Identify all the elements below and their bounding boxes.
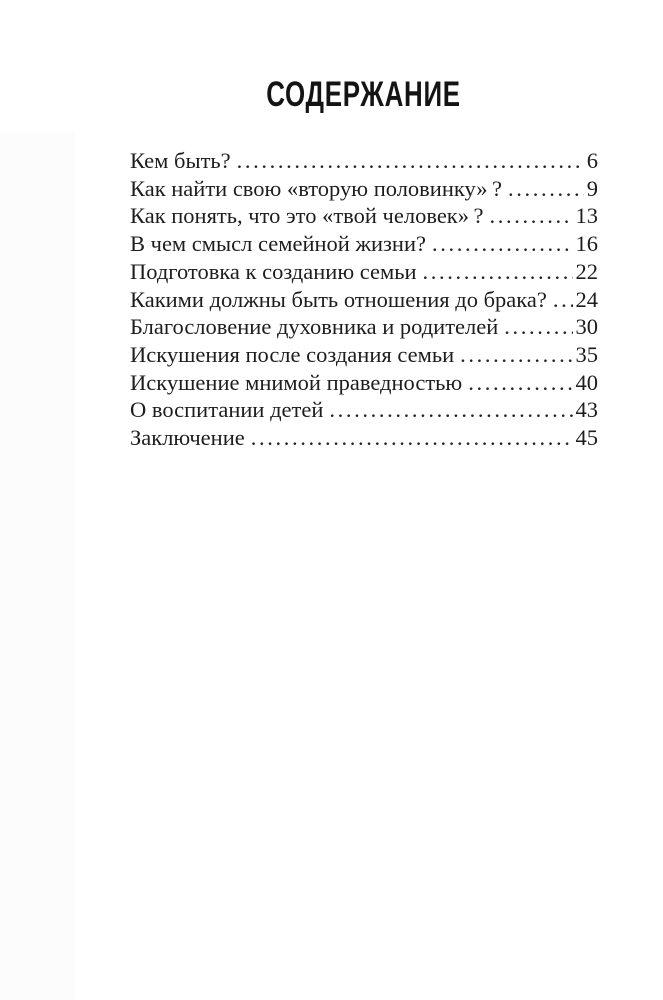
contents-title-wrap: СОДЕРЖАНИЕ (130, 76, 597, 114)
dot-leader (508, 175, 584, 203)
toc-entry-page-number: 22 (575, 258, 599, 284)
toc-entry: Какими должны быть отношения до брака? 2… (130, 286, 598, 314)
table-of-contents: Кем быть? 6 Как найти свою «вторую полов… (130, 147, 598, 452)
toc-entry-page-number: 45 (575, 425, 599, 451)
toc-entry-page-number: 43 (575, 397, 599, 423)
toc-entry-label: Искушения после создания семьи (130, 341, 455, 367)
toc-entry-label: Благословение духовника и родителей (130, 314, 499, 340)
page-title: СОДЕРЖАНИЕ (266, 75, 461, 114)
toc-entry-page-number: 40 (575, 369, 599, 395)
toc-entry: Как найти свою «вторую половинку» ? 9 (130, 175, 598, 203)
toc-entry-label: Подготовка к созданию семьи (130, 258, 417, 284)
toc-entry: Кем быть? 6 (130, 147, 598, 175)
toc-entry-page-number: 30 (575, 314, 599, 340)
toc-entry: Как понять, что это «твой человек» ? 13 (130, 202, 598, 230)
dot-leader (460, 341, 572, 369)
toc-entry-label: В чем смысл семейной жизни? (130, 231, 426, 257)
toc-entry-label: Искушение мнимой праведностью (130, 369, 463, 395)
dot-leader (489, 202, 572, 230)
toc-entry: Благословение духовника и родителей 30 (130, 313, 598, 341)
dot-leader (329, 396, 572, 424)
dot-leader (468, 369, 572, 397)
toc-entry-page-number: 6 (586, 148, 598, 173)
dot-leader (504, 313, 572, 341)
toc-entry-page-number: 13 (575, 203, 599, 229)
toc-entry-label: Как найти свою «вторую половинку» ? (130, 175, 503, 201)
toc-entry-label: Заключение (130, 425, 245, 451)
toc-entry-page-number: 35 (575, 341, 599, 367)
dot-leader (251, 424, 573, 452)
toc-entry: Искушение мнимой праведностью 40 (130, 369, 598, 397)
scan-edge-shading (0, 132, 75, 1000)
toc-entry-page-number: 16 (575, 231, 599, 257)
dot-leader (423, 258, 573, 286)
toc-entry: Подготовка к созданию семьи 22 (130, 258, 598, 286)
toc-entry-page-number: 9 (586, 175, 598, 201)
toc-entry-page-number: 24 (575, 286, 599, 312)
dot-leader (553, 286, 573, 314)
dot-leader (432, 230, 573, 258)
toc-entry: О воспитании детей 43 (130, 396, 598, 424)
toc-entry-label: Какими должны быть отношения до брака? (130, 286, 547, 312)
toc-entry: В чем смысл семейной жизни? 16 (130, 230, 598, 258)
toc-entry: Искушения после создания семьи 35 (130, 341, 598, 369)
toc-entry-label: Кем быть? (130, 148, 231, 173)
toc-entry-label: Как понять, что это «твой человек» ? (130, 203, 484, 229)
toc-entry-label: О воспитании детей (130, 397, 324, 423)
toc-entry: Заключение 45 (130, 424, 598, 452)
dot-leader (237, 147, 584, 175)
